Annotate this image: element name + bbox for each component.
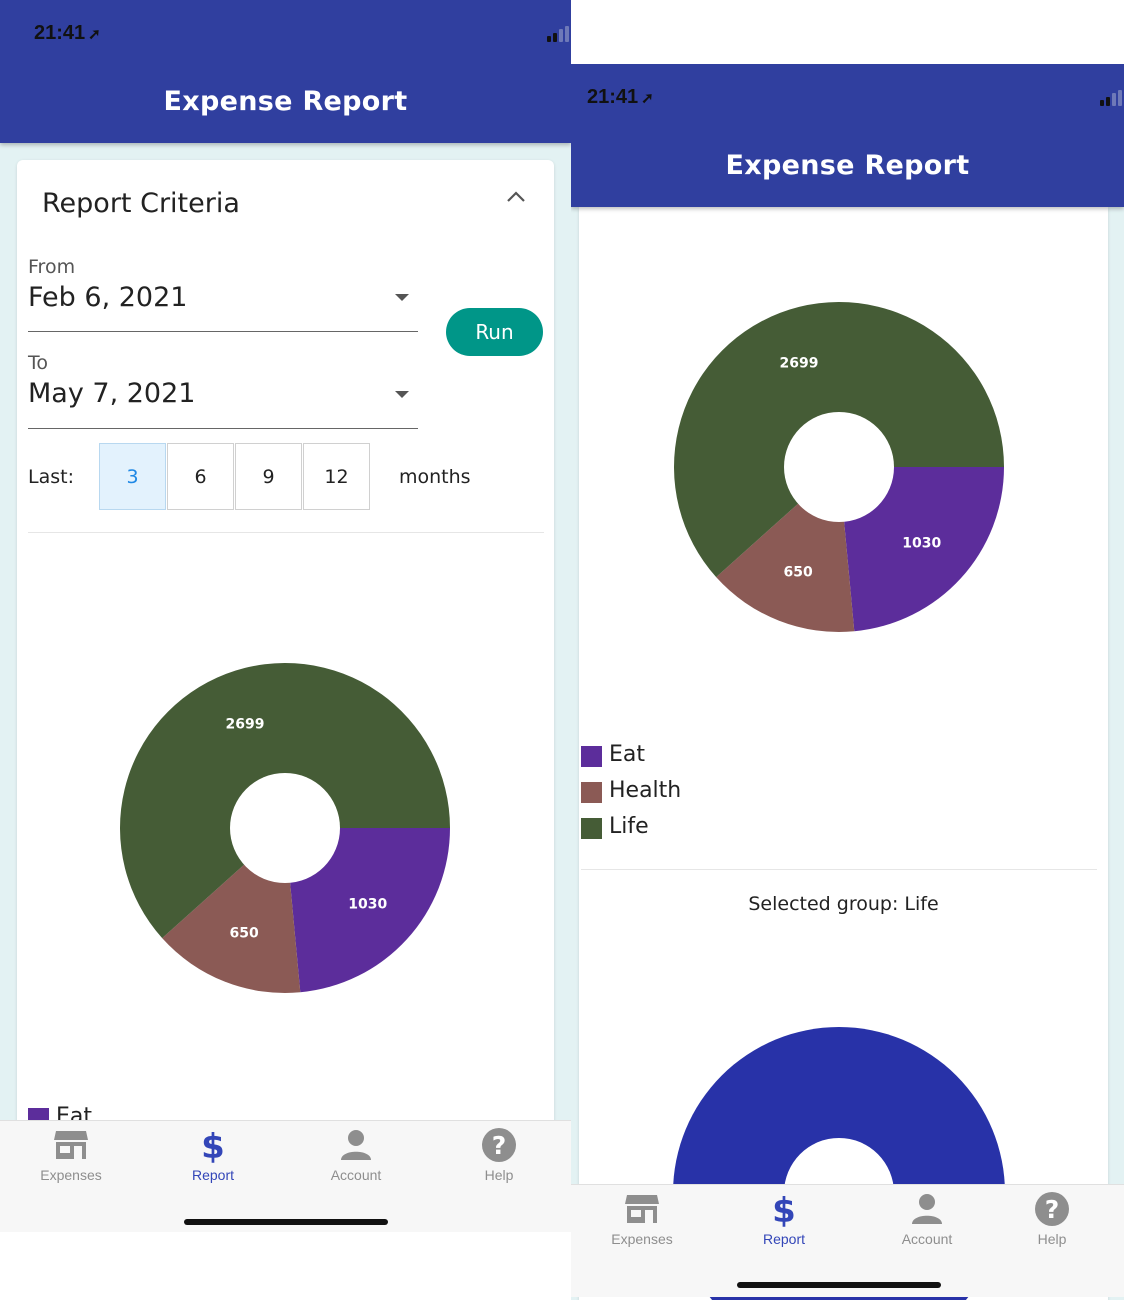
tab-report[interactable]: $ Report (142, 1121, 284, 1201)
to-label: To (28, 352, 49, 374)
tab-expenses[interactable]: Expenses (571, 1185, 713, 1265)
location-arrow-icon: ➚ (88, 26, 101, 43)
from-value[interactable]: Feb 6, 2021 (28, 282, 188, 313)
location-arrow-icon: ➚ (641, 90, 654, 107)
pie-value-label: 2699 (225, 716, 264, 732)
expense-donut-chart[interactable]: 1030 650 2699 (673, 301, 1005, 633)
tab-label: Account (330, 1167, 382, 1183)
phone-screen-right: 21:41 ➚ Expense Report 1030 650 2699 Eat He… (571, 64, 1124, 1300)
app-bar: 21:41 ➚ Expense Report (571, 64, 1124, 207)
pie-value-label: 1030 (348, 896, 387, 912)
store-icon (625, 1195, 659, 1223)
divider (581, 869, 1097, 870)
dropdown-arrow-icon[interactable] (395, 294, 409, 301)
legend-label: Health (609, 778, 682, 803)
tab-label: Report (762, 1231, 806, 1247)
page-title: Expense Report (725, 150, 970, 181)
svg-text:?: ? (492, 1131, 507, 1160)
store-icon (54, 1131, 88, 1159)
phone-screen-left: 21:41 ➚ Expense Report Report Criteria Fr… (0, 0, 571, 1232)
app-bar: 21:41 ➚ Expense Report (0, 0, 571, 143)
pie-value-label: 1030 (902, 535, 941, 551)
svg-text:$: $ (772, 1191, 796, 1227)
divider (28, 532, 544, 533)
last-3-months-button[interactable]: 3 (99, 443, 166, 510)
criteria-title: Report Criteria (42, 188, 240, 219)
report-criteria-card: Report Criteria From Feb 6, 2021 To May … (17, 160, 554, 1232)
legend-label: Eat (609, 742, 646, 767)
status-time-text: 21:41 (587, 86, 639, 108)
legend-swatch (581, 782, 602, 803)
pie-value-label: 2699 (779, 355, 818, 371)
to-value[interactable]: May 7, 2021 (28, 378, 196, 409)
home-indicator (737, 1282, 941, 1288)
to-underline (28, 428, 418, 429)
tab-label: Account (901, 1231, 953, 1247)
signal-icon (1100, 88, 1124, 108)
person-icon (341, 1130, 371, 1160)
legend-label: Life (609, 814, 649, 839)
dollar-icon: $ (772, 1191, 796, 1227)
pie-value-label: 650 (230, 925, 259, 941)
tab-account[interactable]: Account (856, 1185, 998, 1265)
last-6-months-button[interactable]: 6 (167, 443, 234, 510)
last-9-months-button[interactable]: 9 (235, 443, 302, 510)
person-icon (912, 1194, 942, 1224)
tab-expenses[interactable]: Expenses (0, 1121, 142, 1201)
pie-slice-eat[interactable] (839, 467, 1004, 632)
report-results-card: 1030 650 2699 Eat Health Life Selected gro… (579, 207, 1108, 1300)
pie-slice-eat[interactable] (285, 828, 450, 993)
donut-hole (784, 412, 894, 522)
legend-swatch (581, 746, 602, 767)
dollar-icon: $ (201, 1127, 225, 1163)
tab-label: Report (191, 1167, 235, 1183)
months-label: months (399, 466, 471, 488)
svg-text:$: $ (201, 1127, 225, 1163)
from-underline (28, 331, 418, 332)
bottom-tab-bar: Expenses $ Report Account ? Help (0, 1120, 571, 1232)
pie-value-label: 650 (784, 564, 813, 580)
tab-label: Help (1037, 1231, 1067, 1247)
tab-report[interactable]: $ Report (713, 1185, 855, 1265)
status-time: 21:41 ➚ (34, 22, 101, 45)
run-button[interactable]: Run (446, 308, 543, 356)
tab-account[interactable]: Account (285, 1121, 427, 1201)
bottom-tab-bar: Expenses $ Report Account ? Help (571, 1184, 1124, 1297)
page-title: Expense Report (163, 86, 408, 117)
dropdown-arrow-icon[interactable] (395, 391, 409, 398)
tab-help[interactable]: ? Help (428, 1121, 570, 1201)
signal-icon (547, 24, 571, 44)
tab-label: Expenses (40, 1167, 102, 1183)
selected-group-text: Selected group: Life (748, 893, 939, 915)
tab-label: Help (484, 1167, 514, 1183)
svg-text:?: ? (1045, 1195, 1060, 1224)
status-time-text: 21:41 (34, 22, 86, 44)
donut-hole (230, 773, 340, 883)
last-12-months-button[interactable]: 12 (303, 443, 370, 510)
status-time: 21:41 ➚ (587, 86, 654, 109)
chevron-up-icon[interactable] (505, 190, 527, 204)
help-icon: ? (1035, 1192, 1069, 1226)
from-label: From (28, 256, 76, 278)
help-icon: ? (482, 1128, 516, 1162)
expense-donut-chart[interactable]: 1030 650 2699 (119, 662, 451, 994)
last-label: Last: (28, 466, 74, 488)
tab-label: Expenses (611, 1231, 673, 1247)
tab-help[interactable]: ? Help (981, 1185, 1123, 1265)
home-indicator (184, 1219, 388, 1225)
legend-swatch (581, 818, 602, 839)
